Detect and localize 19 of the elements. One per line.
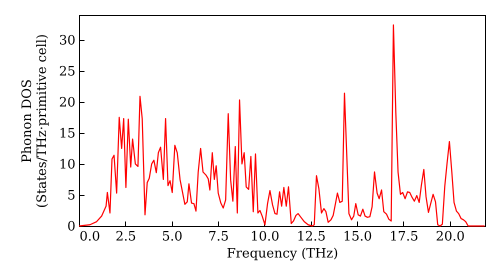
x-axis-title: Frequency (THz): [226, 246, 338, 262]
y-tick-label: 0: [67, 220, 76, 234]
y-tick-label: 20: [58, 95, 76, 110]
x-tick-label: 20.0: [436, 230, 465, 244]
x-tick-label: 10.0: [250, 230, 280, 244]
x-tick-label: 7.5: [208, 230, 229, 244]
y-tick-label: 5: [67, 188, 76, 204]
x-tick-label: 5.0: [162, 230, 183, 244]
y-tick-label: 10: [58, 157, 76, 172]
x-tick-label: 2.5: [116, 230, 136, 244]
y-tick-label: 15: [58, 126, 76, 142]
line-series: [78, 24, 486, 227]
y-tick-label: 30: [58, 33, 76, 48]
x-tick-label: 0.0: [80, 230, 100, 244]
y-axis-title: Phonon DOS (States/THz·primitive cell): [20, 34, 50, 208]
x-tick-label: 12.5: [296, 230, 326, 244]
x-tick-label: 15.0: [343, 230, 372, 244]
x-tick-label: 17.5: [389, 230, 418, 244]
y-tick-label: 25: [58, 64, 76, 80]
